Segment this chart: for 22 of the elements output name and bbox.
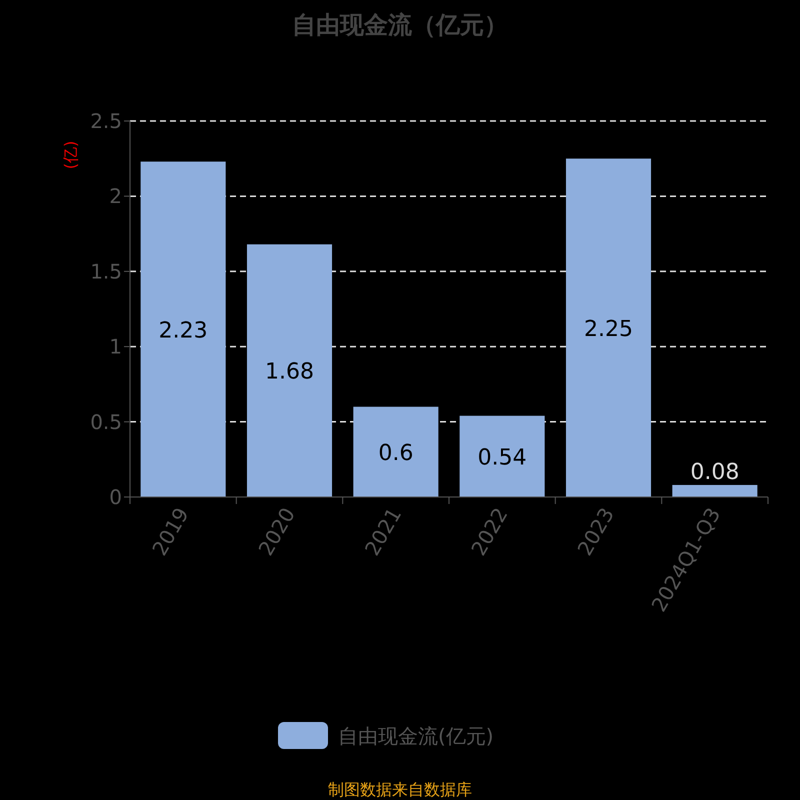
y-axis-title: (亿) — [61, 140, 80, 170]
data-label: 0.08 — [690, 460, 740, 485]
data-label: 2.23 — [158, 318, 208, 344]
bar — [140, 162, 226, 497]
y-tick-label: 1 — [109, 334, 122, 359]
text: 制图数据来自数据库 — [328, 780, 472, 799]
bar — [353, 406, 438, 497]
y-tick-label: 0.5 — [90, 410, 122, 434]
y-tick-label: 2 — [109, 184, 122, 208]
data-label: 1.68 — [265, 360, 314, 385]
bar — [460, 416, 545, 497]
bar — [246, 244, 332, 497]
chart-title: 自由现金流（亿元） — [292, 11, 508, 39]
data-label: 2.25 — [584, 316, 633, 342]
bar — [672, 484, 758, 497]
bar — [566, 158, 652, 497]
legend-label: 自由现金流(亿元) — [338, 724, 494, 748]
y-tick-label: 0 — [109, 485, 122, 509]
y-tick-label: 2.5 — [90, 109, 122, 133]
data-label: 0.54 — [478, 445, 527, 470]
data-label: 0.6 — [378, 440, 414, 466]
y-tick-label: 1.5 — [90, 259, 122, 284]
